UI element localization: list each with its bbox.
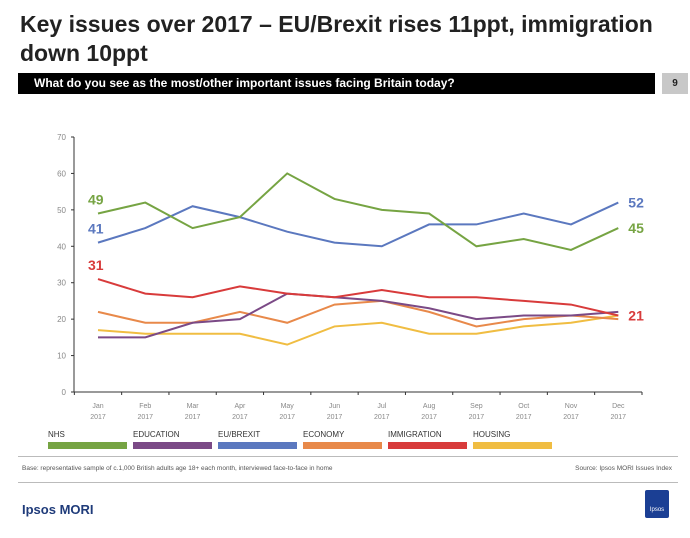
y-tick-label: 10 <box>57 352 66 361</box>
x-tick-label: Feb 2017 <box>138 403 154 421</box>
legend-item: EU/BREXIT <box>218 430 297 449</box>
legend-label: NHS <box>48 430 65 439</box>
source-note: Source: Ipsos MORI Issues Index <box>575 465 672 472</box>
y-tick-label: 40 <box>57 242 66 251</box>
end-data-label: 21 <box>628 308 644 324</box>
y-tick-label: 60 <box>57 169 66 178</box>
legend-swatch <box>388 442 467 449</box>
x-tick-label: Dec 2017 <box>611 403 627 421</box>
y-tick-label: 30 <box>57 279 66 288</box>
x-tick-label: Jan 2017 <box>90 403 106 421</box>
x-tick-label: Mar 2017 <box>185 403 201 421</box>
x-tick-label: Jul 2017 <box>374 403 390 421</box>
series-line-housing <box>97 314 619 346</box>
series-line-nhs <box>97 172 619 251</box>
ipsos-logo: Ipsos <box>645 490 669 518</box>
legend-item: ECONOMY <box>303 430 382 449</box>
legend-swatch <box>133 442 212 449</box>
series-line-eu-brexit <box>97 201 619 248</box>
legend-label: IMMIGRATION <box>388 430 442 439</box>
legend-swatch <box>48 442 127 449</box>
legend-item: HOUSING <box>473 430 552 449</box>
x-tick-label: Apr 2017 <box>232 403 248 421</box>
start-data-label: 41 <box>88 221 104 237</box>
divider <box>18 482 678 483</box>
series-line-education <box>98 292 619 339</box>
end-data-label: 45 <box>628 220 644 236</box>
legend-swatch <box>218 442 297 449</box>
legend-swatch <box>473 442 552 449</box>
legend-item: IMMIGRATION <box>388 430 467 449</box>
legend-item: EDUCATION <box>133 430 212 449</box>
start-data-label: 31 <box>88 257 104 273</box>
legend-swatch <box>303 442 382 449</box>
start-data-label: 49 <box>88 192 104 208</box>
y-tick-label: 0 <box>62 388 67 397</box>
series-line-immigration <box>97 278 619 317</box>
legend-label: EU/BREXIT <box>218 430 261 439</box>
end-data-label: 52 <box>628 195 644 211</box>
series-line-economy <box>97 299 619 328</box>
y-tick-label: 50 <box>57 206 66 215</box>
legend-item: NHS <box>48 430 127 449</box>
y-tick-label: 20 <box>57 315 66 324</box>
question-bar: What do you see as the most/other import… <box>18 73 655 94</box>
base-note: Base: representative sample of c.1,000 B… <box>22 465 333 472</box>
x-tick-label: Aug 2017 <box>421 403 437 421</box>
line-chart: 0 10 20 30 40 50 60 70 Jan 2017 Feb 2017 Mar 2017 Apr 2… <box>57 133 644 421</box>
x-tick-label: Sep 2017 <box>469 403 485 421</box>
legend-label: HOUSING <box>473 430 511 439</box>
x-tick-label: Oct 2017 <box>516 403 532 421</box>
brand-name: Ipsos MORI <box>22 502 94 517</box>
x-tick-label: Nov 2017 <box>563 403 579 421</box>
x-tick-label: Jun 2017 <box>327 403 343 421</box>
slide-title: Key issues over 2017 – EU/Brexit rises 1… <box>20 11 653 66</box>
legend-label: EDUCATION <box>133 430 180 439</box>
legend-label: ECONOMY <box>303 430 345 439</box>
divider <box>18 456 678 457</box>
page-number: 9 <box>662 73 688 94</box>
x-tick-label: May 2017 <box>279 403 295 421</box>
y-tick-label: 70 <box>57 133 66 142</box>
